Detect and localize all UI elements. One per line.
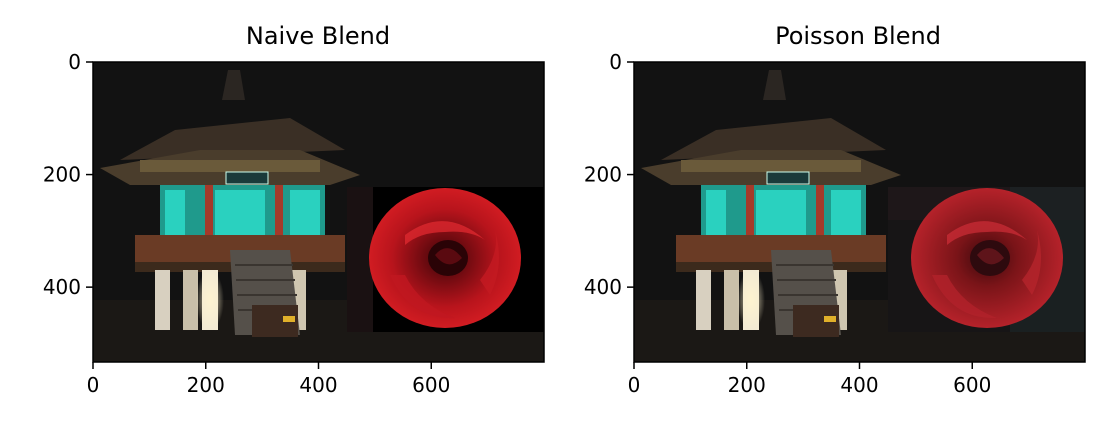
- naive-blend-y-tick-label: 200: [43, 163, 81, 187]
- poisson-blend-x-tick-label: 400: [840, 373, 878, 397]
- poisson-blend-y-tick-label: 200: [584, 163, 622, 187]
- poisson-blend-y-tick-label: 0: [609, 50, 622, 74]
- poisson-blend-x-tick-label: 200: [728, 373, 766, 397]
- poisson-blend-y-tick-label: 400: [584, 275, 622, 299]
- naive-blend-y-tick-label: 400: [43, 275, 81, 299]
- naive-blend-title: Naive Blend: [246, 22, 390, 50]
- poisson-blend-x-tick-label: 600: [953, 373, 991, 397]
- naive-blend-ticks: 0 200 400 600 0 200 400: [43, 50, 451, 397]
- naive-blend-x-tick-label: 600: [412, 373, 450, 397]
- naive-blend-x-tick-label: 0: [87, 373, 100, 397]
- poisson-blend-ticks: 0 200 400 600 0 200 400: [584, 50, 992, 397]
- poisson-blend-image: [634, 62, 1085, 362]
- naive-blend-x-tick-label: 400: [299, 373, 337, 397]
- naive-blend-x-tick-label: 200: [187, 373, 225, 397]
- poisson-blend-x-tick-label: 0: [628, 373, 641, 397]
- naive-blend-y-tick-label: 0: [68, 50, 81, 74]
- poisson-blend-title: Poisson Blend: [775, 22, 941, 50]
- naive-blend-panel: Naive Blend: [43, 22, 545, 397]
- naive-blend-image: [93, 62, 544, 362]
- poisson-blend-panel: Poisson Blend: [584, 22, 1086, 397]
